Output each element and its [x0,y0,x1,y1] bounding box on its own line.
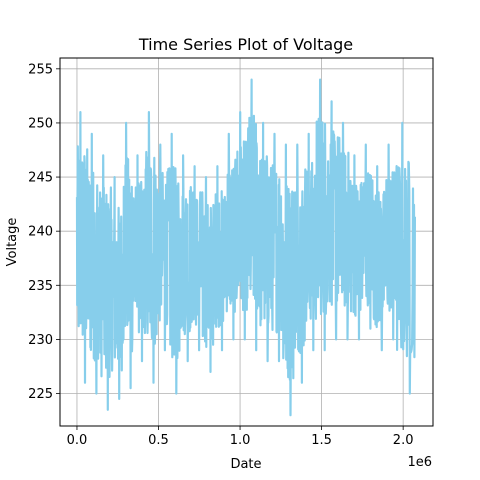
chart-title: Time Series Plot of Voltage [138,35,353,54]
x-tick-label: 0.5 [148,433,169,448]
x-axis-offset-label: 1e6 [407,455,432,470]
x-tick-label: 2.0 [393,433,414,448]
x-tick-label: 1.5 [311,433,332,448]
x-axis-ticks: 0.0 0.5 1.0 1.5 2.0 [67,426,414,448]
y-axis-ticks: 225 230 235 240 245 250 255 [28,62,60,402]
y-axis-label: Voltage [5,218,20,267]
y-tick-label: 240 [28,225,53,240]
y-tick-label: 230 [28,333,53,348]
x-tick-label: 0.0 [67,433,88,448]
voltage-series-line [75,78,416,417]
y-tick-label: 245 [28,171,53,186]
plot-frame [59,57,434,427]
y-tick-label: 235 [28,279,53,294]
y-tick-label: 225 [28,387,53,402]
y-tick-label: 250 [28,116,53,131]
x-tick-label: 1.0 [230,433,251,448]
x-axis-label: Date [230,457,261,472]
y-tick-label: 255 [28,62,53,77]
series-layer [75,78,416,417]
